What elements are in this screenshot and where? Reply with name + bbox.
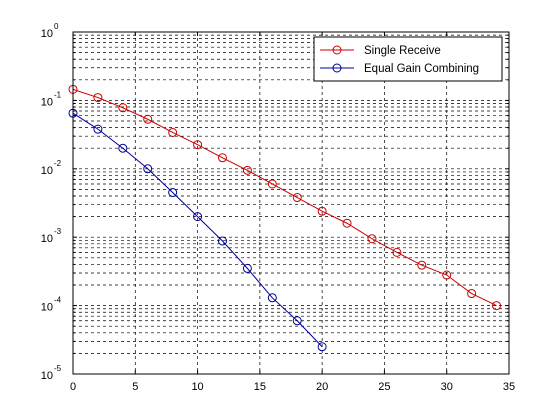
legend-entry: Equal Gain Combining [364, 63, 479, 75]
x-tick-label: 35 [503, 381, 515, 393]
legend-entry: Single Receive [364, 45, 441, 57]
data-point [193, 140, 203, 150]
y-tick-label: 10-4 [41, 296, 62, 314]
legend-marker [332, 63, 342, 73]
y-tick-label-base: 10 [41, 28, 53, 40]
data-point [292, 193, 302, 203]
data-point [492, 301, 502, 311]
y-tick-label-exponent: -5 [54, 364, 62, 373]
data-point [317, 342, 327, 352]
data-point [118, 143, 128, 153]
data-point [217, 153, 227, 163]
data-point [242, 165, 252, 175]
legend: Single Receive Equal Gain Combining [313, 36, 503, 82]
plot-frame [72, 31, 510, 375]
data-point [367, 234, 377, 244]
y-tick-label-exponent: -1 [54, 90, 62, 99]
data-point [317, 206, 327, 216]
y-tick-label: 10-3 [41, 227, 62, 245]
data-point [217, 236, 227, 246]
series-line [72, 112, 323, 348]
data-point [168, 127, 178, 137]
grid [73, 32, 509, 374]
data-point [93, 124, 103, 134]
data-point [118, 103, 128, 113]
y-tick-label: 10-5 [41, 364, 62, 382]
plot-area [73, 32, 509, 374]
y-tick-label-base: 10 [41, 165, 53, 177]
y-tick-label-exponent: -4 [54, 296, 62, 305]
data-point [467, 289, 477, 299]
y-tick-label: 100 [41, 22, 59, 40]
x-tick-label: 10 [191, 381, 203, 393]
y-tick-label: 10-2 [41, 159, 62, 177]
data-point [93, 93, 103, 103]
data-point [292, 316, 302, 326]
data-point [417, 260, 427, 270]
legend-box [313, 36, 503, 82]
x-tick-label: 15 [254, 381, 266, 393]
y-tick-label-base: 10 [41, 233, 53, 245]
data-point [143, 114, 153, 124]
data-point [342, 218, 352, 228]
x-tick-label: 0 [70, 381, 76, 393]
data-point [392, 247, 402, 257]
y-tick-label-exponent: 0 [54, 22, 59, 31]
data-point [193, 212, 203, 222]
y-tick-label-exponent: -3 [54, 227, 62, 236]
x-tick-label: 5 [132, 381, 138, 393]
legend-marker [332, 45, 342, 55]
y-tick-label-base: 10 [41, 302, 53, 314]
x-tick-label: 25 [378, 381, 390, 393]
y-tick-label-base: 10 [41, 96, 53, 108]
data-point [143, 164, 153, 174]
data-point [267, 293, 277, 303]
x-tick-label: 20 [316, 381, 328, 393]
y-tick-label-base: 10 [41, 370, 53, 382]
x-tick-label: 30 [441, 381, 453, 393]
y-tick-label: 10-1 [41, 90, 62, 108]
series-layer [68, 84, 502, 352]
data-point [267, 179, 277, 189]
data-point [168, 188, 178, 198]
data-point [442, 270, 452, 280]
y-tick-label-exponent: -2 [54, 159, 62, 168]
data-point [242, 263, 252, 273]
